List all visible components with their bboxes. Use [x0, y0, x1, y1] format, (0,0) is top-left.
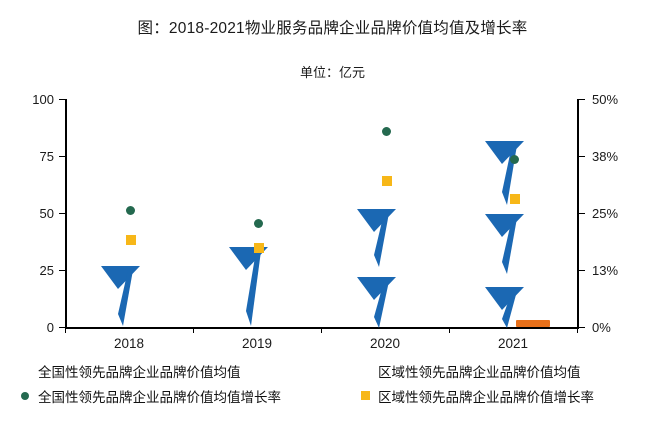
x-axis-label-2020: 2020 — [369, 336, 401, 351]
point-national-growth-2019 — [254, 219, 263, 228]
chart-legend: 全国性领先品牌企业品牌价值均值 全国性领先品牌企业品牌价值均值增长率 区域性领先… — [0, 358, 665, 418]
bar-national-2020-upper — [356, 207, 400, 269]
y2-axis-label-50: 50% — [592, 92, 619, 107]
legend-item-national-value[interactable]: 全国性领先品牌企业品牌价值均值 — [18, 358, 281, 383]
y-tick-left-75 — [59, 156, 65, 158]
legend-bar-blue-icon — [18, 364, 32, 378]
x-axis-label-2021: 2021 — [497, 336, 529, 351]
x-tick-1 — [193, 327, 195, 333]
point-regional-growth-2020 — [382, 176, 392, 186]
bar-regional-2021 — [516, 320, 550, 327]
legend-column-right: 区域性领先品牌企业品牌价值均值 区域性领先品牌企业品牌价值增长率 — [358, 358, 594, 408]
x-tick-2 — [321, 327, 323, 333]
legend-yellow-square-icon — [358, 389, 372, 403]
y2-axis-label-38: 38% — [592, 149, 619, 164]
legend-item-regional-growth[interactable]: 区域性领先品牌企业品牌价值增长率 — [358, 383, 594, 408]
y-axis-label-100: 100 — [32, 92, 54, 107]
x-axis-label-2019: 2019 — [241, 336, 273, 351]
point-regional-growth-2019 — [254, 243, 264, 253]
chart-subtitle: 单位：亿元 — [299, 65, 365, 80]
point-national-growth-2020 — [382, 127, 391, 136]
y-tick-left-0 — [59, 327, 65, 329]
point-regional-growth-2018 — [126, 235, 136, 245]
y2-tick-38 — [579, 156, 585, 158]
point-national-growth-2018 — [126, 206, 135, 215]
bar-national-2019 — [228, 245, 272, 328]
y2-tick-25 — [579, 213, 585, 215]
legend-bar-orange-icon — [358, 364, 372, 378]
y2-tick-0 — [579, 327, 585, 329]
x-tick-end — [577, 327, 579, 333]
bar-national-2018 — [100, 264, 144, 328]
y-axis-label-75: 75 — [39, 149, 54, 164]
legend-green-dot-icon — [18, 389, 32, 403]
legend-label-national-value: 全国性领先品牌企业品牌价值均值 — [38, 364, 241, 380]
bar-national-2021-upper — [484, 139, 528, 207]
legend-label-national-growth: 全国性领先品牌企业品牌价值均值增长率 — [38, 389, 281, 405]
y2-axis-label-0: 0% — [592, 320, 611, 335]
y2-axis-label-13: 13% — [592, 263, 619, 278]
legend-column-left: 全国性领先品牌企业品牌价值均值 全国性领先品牌企业品牌价值均值增长率 — [18, 358, 281, 408]
x-tick-3 — [449, 327, 451, 333]
y-axis-right-line — [577, 99, 579, 328]
y2-axis-label-25: 25% — [592, 206, 619, 221]
x-tick-start — [65, 327, 67, 333]
legend-item-regional-value[interactable]: 区域性领先品牌企业品牌价值均值 — [358, 358, 594, 383]
y-axis-label-25: 25 — [39, 263, 54, 278]
y-axis-label-50: 50 — [39, 206, 54, 221]
bar-national-2021-middle — [484, 212, 528, 276]
legend-item-national-growth[interactable]: 全国性领先品牌企业品牌价值均值增长率 — [18, 383, 281, 408]
y-axis-label-0: 0 — [46, 320, 54, 335]
y-tick-left-25 — [59, 270, 65, 272]
y-tick-left-50 — [59, 213, 65, 215]
y-axis-left-line — [65, 99, 67, 328]
legend-label-regional-value: 区域性领先品牌企业品牌价值均值 — [378, 364, 581, 380]
legend-label-regional-growth: 区域性领先品牌企业品牌价值增长率 — [378, 389, 594, 405]
bar-national-2020-lower — [356, 275, 400, 329]
chart-title: 图：2018-2021物业服务品牌企业品牌价值均值及增长率 — [137, 20, 528, 37]
y2-tick-13 — [579, 270, 585, 272]
y-tick-left-100 — [59, 99, 65, 101]
point-regional-growth-2021 — [510, 194, 520, 204]
x-axis-label-2018: 2018 — [113, 336, 145, 351]
point-national-growth-2021 — [510, 155, 519, 164]
y2-tick-50 — [579, 99, 585, 101]
bar-national-2021-lower — [484, 285, 528, 329]
